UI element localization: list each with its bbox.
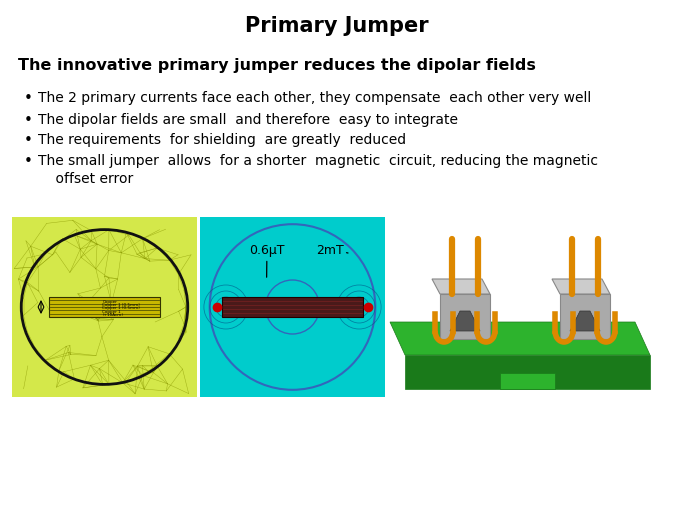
Text: •: • (24, 133, 33, 147)
Text: Primary Jumper: Primary Jumper (245, 16, 429, 36)
Polygon shape (560, 294, 610, 339)
Polygon shape (405, 356, 650, 389)
Text: The small jumper  allows  for a shorter  magnetic  circuit, reducing the magneti: The small jumper allows for a shorter ma… (38, 154, 598, 185)
Text: •: • (24, 113, 33, 128)
Text: The innovative primary jumper reduces the dipolar fields: The innovative primary jumper reduces th… (18, 58, 536, 73)
Text: •: • (24, 154, 33, 169)
Bar (222, 297, 362, 317)
Bar (12, 218, 197, 397)
Text: Copper 1: Copper 1 (103, 309, 121, 313)
Text: 0.6μT: 0.6μT (249, 243, 285, 278)
Polygon shape (500, 373, 555, 389)
Polygon shape (440, 294, 490, 339)
Text: The dipolar fields are small  and therefore  easy to integrate: The dipolar fields are small and therefo… (38, 113, 458, 127)
Text: (+10Acm): (+10Acm) (103, 312, 124, 316)
Text: 2mT: 2mT (316, 243, 348, 257)
Polygon shape (552, 279, 610, 294)
Polygon shape (432, 279, 490, 294)
Text: Copper 1 (0.5mm): Copper 1 (0.5mm) (103, 306, 140, 310)
Text: Copper: Copper (103, 299, 117, 304)
Bar (200, 218, 385, 397)
Text: The 2 primary currents face each other, they compensate  each other very well: The 2 primary currents face each other, … (38, 91, 591, 105)
Polygon shape (390, 322, 650, 356)
Bar (49, 297, 160, 317)
Text: •: • (24, 91, 33, 106)
Polygon shape (450, 312, 480, 331)
Text: The requirements  for shielding  are greatly  reduced: The requirements for shielding are great… (38, 133, 406, 147)
Text: Copper 1 (0.5mm): Copper 1 (0.5mm) (103, 302, 140, 307)
Polygon shape (570, 312, 600, 331)
